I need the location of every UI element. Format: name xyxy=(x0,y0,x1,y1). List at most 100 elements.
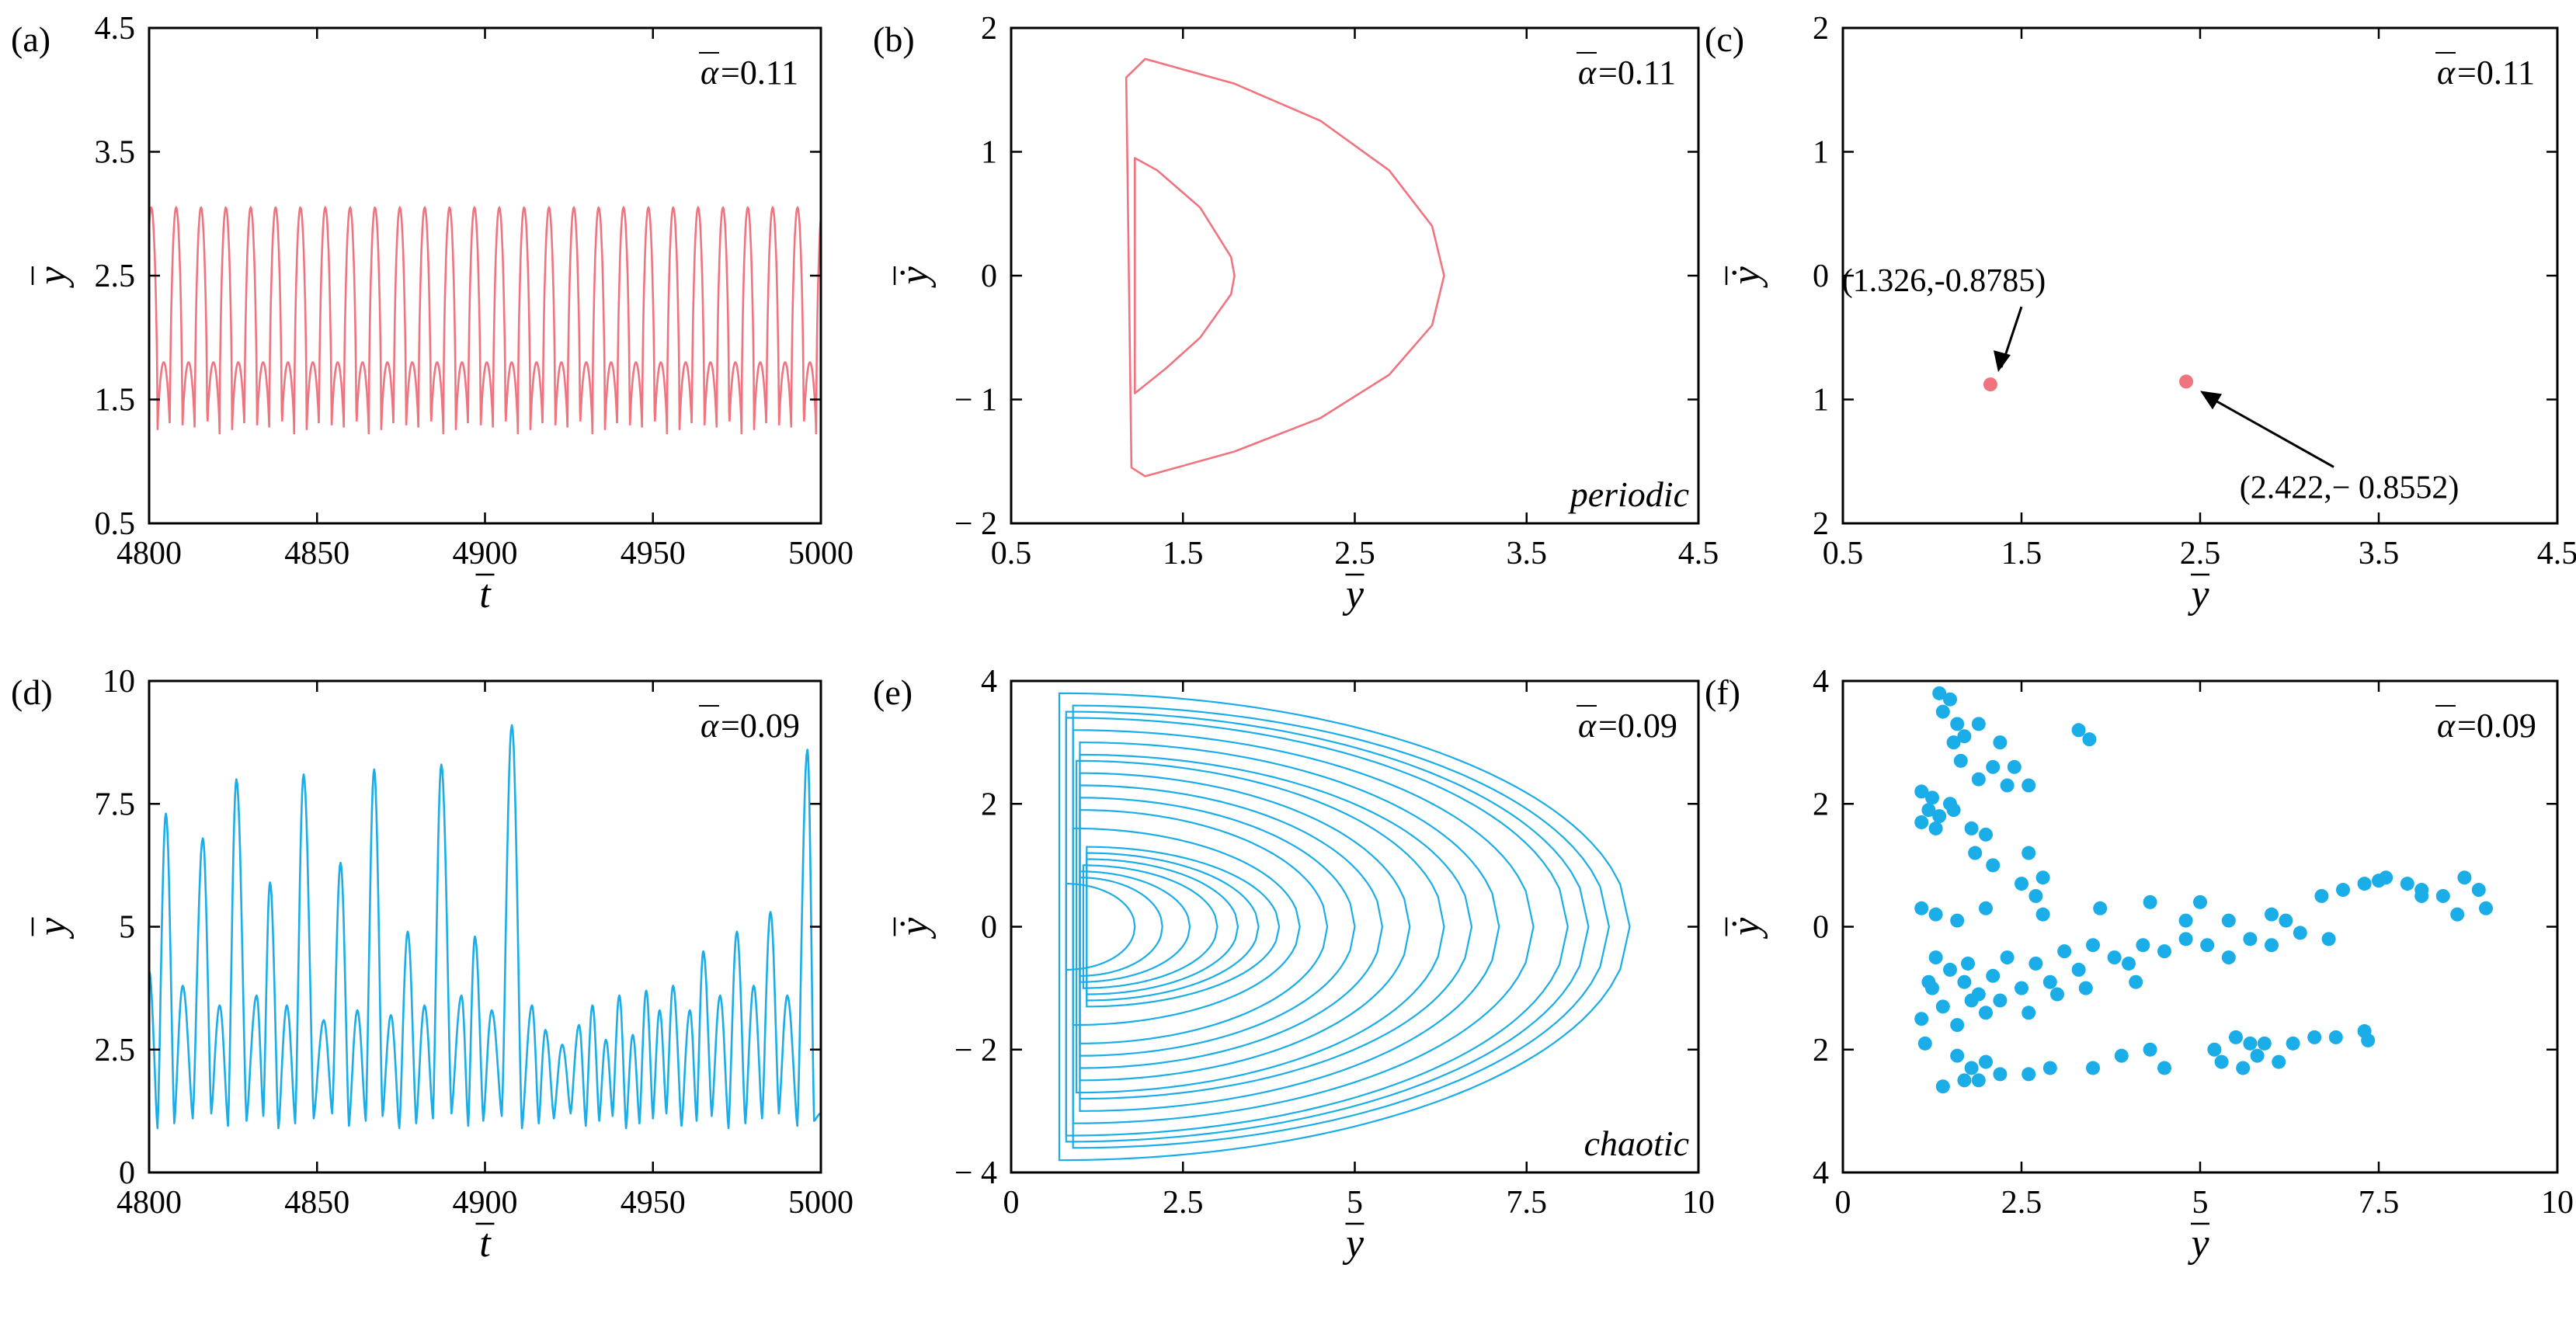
poincare-point-43 xyxy=(2265,907,2279,922)
x-axis-label: y xyxy=(1342,1221,1364,1266)
y-tick-label: − 1 xyxy=(954,383,997,419)
y-tick-label: 2 xyxy=(981,11,997,47)
y-axis-label: ẏ xyxy=(892,917,937,940)
y-tick-label: 4 xyxy=(981,664,997,700)
poincare-point-107 xyxy=(2157,1061,2171,1075)
alpha-symbol: α xyxy=(2437,707,2456,745)
poincare-point-109 xyxy=(2229,1030,2243,1044)
poincare-point-47 xyxy=(2357,877,2372,891)
plot-area-e xyxy=(1058,692,1631,1162)
poincare-point-1 xyxy=(1932,686,1947,700)
poincare-point-8 xyxy=(1993,735,2008,750)
x-tick-label: 4900 xyxy=(453,1185,518,1221)
x-tick-label: 2.5 xyxy=(1163,1185,1204,1221)
panel-a: 4800 4850 4900 4950 5000 0.5 1.5 2.5 3.5 4.5 t y (a)… xyxy=(11,11,853,617)
y-tick-label: − 2 xyxy=(954,506,997,542)
poincare-point-90 xyxy=(1993,993,2008,1008)
poincare-point-69 xyxy=(2071,962,2086,977)
axes-frame xyxy=(1841,679,2559,1174)
x-tick-label: 4850 xyxy=(284,536,349,571)
y-tick-label: 2.5 xyxy=(95,259,136,294)
plot-area-a xyxy=(149,205,821,435)
panel-label: (e) xyxy=(873,672,913,712)
phase-loop-11 xyxy=(1079,784,1384,1069)
poincare-point-83 xyxy=(1935,999,1950,1014)
poincare-point-25 xyxy=(1968,846,1983,860)
phase-loop-14 xyxy=(1079,753,1473,1100)
point-label-1: (1.326,-0.8785) xyxy=(1842,263,2046,299)
arrow-head-1 xyxy=(1993,350,2011,373)
phase-loop-9 xyxy=(1079,809,1329,1044)
panel-label: (f) xyxy=(1705,672,1740,712)
poincare-point-49 xyxy=(2400,877,2414,891)
alpha-symbol: α xyxy=(700,707,719,745)
alpha-value: =0.11 xyxy=(721,54,798,92)
poincare-point-79 xyxy=(2265,938,2279,953)
panel-c: 0.5 1.5 2.5 3.5 4.5 2 1 0 1 2 y ẏ (c) α =0.11 (1.326,-0… xyxy=(1705,11,2576,617)
phase-loop-2 xyxy=(1125,57,1445,478)
poincare-point-66 xyxy=(2028,956,2043,971)
axes-frame xyxy=(148,26,822,525)
x-axis-label: y xyxy=(1342,572,1364,617)
poincare-point-115 xyxy=(2307,1030,2322,1044)
x-tick-label: 4800 xyxy=(116,536,182,571)
phase-loop-3 xyxy=(1079,870,1191,983)
poincare-point-31 xyxy=(2071,723,2086,738)
x-tick-label: 5 xyxy=(2192,1185,2209,1221)
phase-loop-1 xyxy=(1065,883,1136,971)
poincare-point-103 xyxy=(2042,1061,2057,1075)
y-tick-label: 0 xyxy=(981,259,997,294)
alpha-symbol: α xyxy=(1578,707,1597,745)
plot-area-b xyxy=(1125,57,1445,478)
phase-loop-4 xyxy=(1082,864,1218,989)
poincare-point-24 xyxy=(1979,827,1993,842)
poincare-point-120 xyxy=(2214,1054,2229,1069)
y-axis-label: ẏ xyxy=(1724,917,1768,940)
y-tick-label: 0.5 xyxy=(95,506,136,542)
poincare-point-60 xyxy=(1943,962,1957,977)
y-axis-label: ẏ xyxy=(1724,266,1768,289)
y-axis-label: y xyxy=(30,917,75,940)
y-tick-label: 1.5 xyxy=(95,383,136,419)
phase-loop-16 xyxy=(1072,729,1535,1124)
phase-loop-10 xyxy=(1079,797,1356,1057)
poincare-point-29 xyxy=(2015,877,2028,891)
poincare-point-18 xyxy=(1921,803,1936,818)
poincare-point-106 xyxy=(2143,1042,2157,1057)
y-tick-label: 3.5 xyxy=(95,135,136,171)
poincare-point-30 xyxy=(2028,888,2043,903)
poincare-point-97 xyxy=(1971,1073,1986,1088)
poincare-point-37 xyxy=(2035,907,2050,922)
x-axis-label: y xyxy=(2187,1221,2209,1266)
poincare-point-99 xyxy=(1993,1067,2008,1082)
plot-area-d xyxy=(149,724,821,1130)
arrow-head-2 xyxy=(2200,391,2223,410)
poincare-point-70 xyxy=(2086,938,2100,953)
y-tick-label: 1 xyxy=(1813,383,1829,419)
poincare-point-53 xyxy=(2471,883,2486,898)
poincare-point-52 xyxy=(2457,870,2472,885)
y-tick-label: 0 xyxy=(1813,910,1829,946)
y-tick-label: − 4 xyxy=(954,1155,997,1191)
x-tick-label: 3.5 xyxy=(2359,536,2400,571)
panel-label: (a) xyxy=(11,19,50,59)
poincare-point-22 xyxy=(1928,821,1943,835)
phase-loop-7 xyxy=(1086,846,1281,1008)
point-label-2: (2.422,− 0.8552) xyxy=(2240,470,2460,505)
alpha-value: =0.11 xyxy=(2457,54,2535,92)
poincare-point-9 xyxy=(1953,753,1968,768)
x-tick-label: 4950 xyxy=(621,1185,686,1221)
poincare-point-113 xyxy=(2272,1054,2286,1069)
phase-loop-12 xyxy=(1079,772,1411,1082)
poincare-point-1 xyxy=(1983,377,1997,392)
series-line-y-vs-t xyxy=(149,205,821,435)
poincare-point-54 xyxy=(2479,901,2493,915)
poincare-point-94 xyxy=(2129,974,2143,989)
phase-loop-18 xyxy=(1065,710,1590,1143)
poincare-point-75 xyxy=(2178,932,2193,947)
poincare-point-56 xyxy=(2414,888,2429,903)
y-tick-label: 5 xyxy=(119,910,135,946)
x-tick-label: 1.5 xyxy=(1163,536,1204,571)
x-tick-label: 0.5 xyxy=(991,536,1032,571)
y-tick-label: 2 xyxy=(1813,506,1829,542)
